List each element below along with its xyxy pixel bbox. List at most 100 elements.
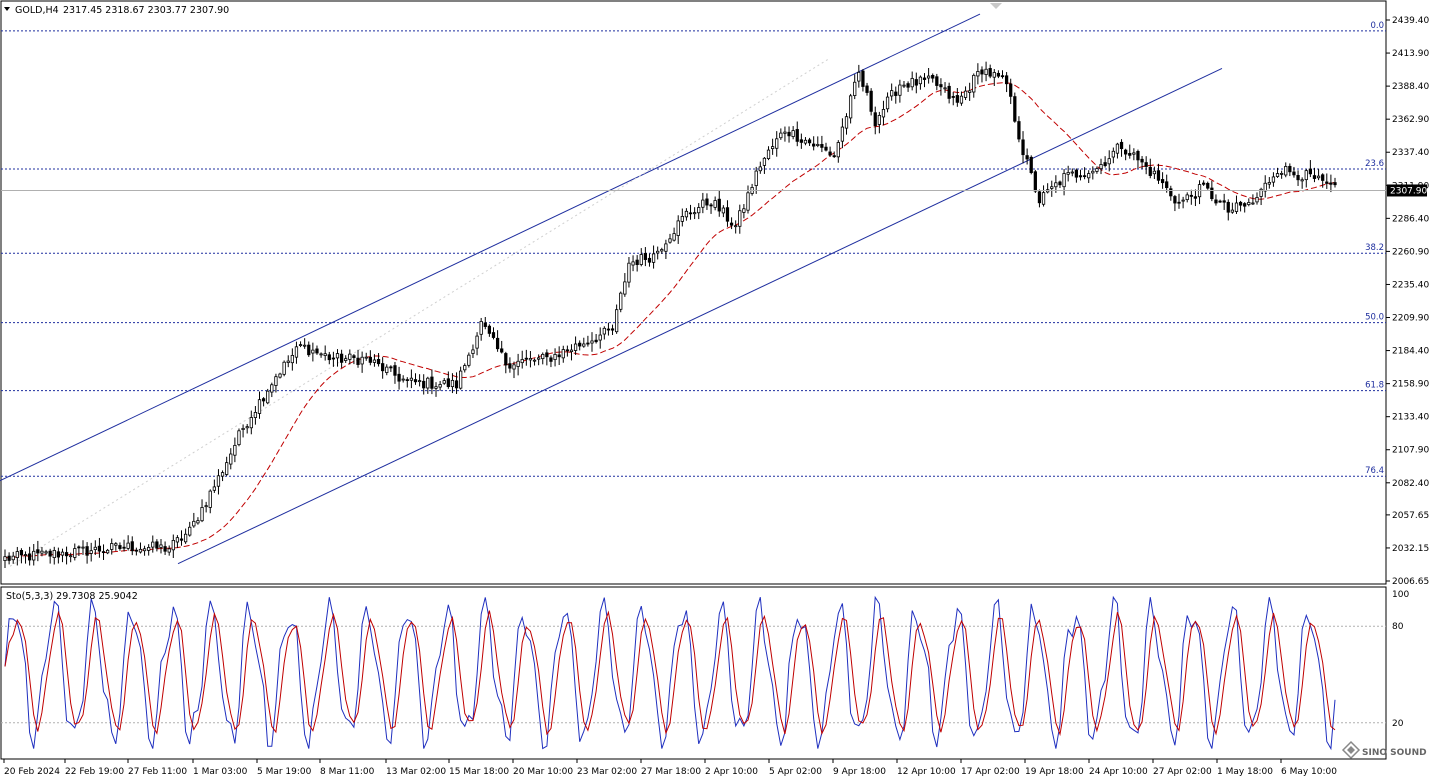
candle-body: [865, 85, 869, 93]
candle-body: [619, 292, 623, 310]
candle-body: [233, 444, 237, 456]
candle-body: [1054, 182, 1058, 188]
candle-body: [651, 253, 656, 263]
candle-body: [1009, 83, 1013, 97]
candle-body: [196, 520, 200, 524]
candle-body: [1263, 182, 1267, 192]
candle-body: [549, 357, 553, 362]
candle-body: [167, 548, 171, 553]
stoch-main-line: [4, 595, 1336, 751]
x-tick-label: 8 Mar 11:00: [320, 767, 375, 777]
candle-body: [376, 359, 381, 365]
candle-body: [1144, 162, 1148, 167]
candle-body: [1181, 199, 1185, 202]
candle-body: [1095, 168, 1099, 172]
candle-body: [459, 370, 463, 389]
candle-body: [1066, 172, 1070, 175]
candle-body: [1292, 171, 1296, 176]
x-tick-label: 27 Feb 11:00: [128, 767, 187, 777]
candle-body: [471, 349, 475, 354]
chart-shift-marker-icon[interactable]: [990, 3, 1002, 9]
candle-body: [721, 207, 725, 214]
fib-level-label: 23.6: [1365, 159, 1384, 169]
candle-body: [1210, 187, 1214, 200]
candle-body: [791, 130, 795, 137]
candle-body: [323, 353, 327, 356]
candle-body: [237, 430, 241, 446]
candle-body: [32, 550, 36, 561]
fibonacci-levels: 0.0 23.6 38.2 50.0 61.8 76.4: [1, 21, 1386, 477]
candle-body: [298, 344, 303, 346]
candle-body: [746, 192, 750, 211]
candle-body: [356, 357, 360, 365]
candle-body: [1222, 200, 1226, 203]
candle-body: [943, 87, 947, 90]
candle-body: [77, 546, 81, 549]
candle-body: [582, 343, 586, 347]
candle-body: [1206, 182, 1210, 189]
candle-body: [537, 357, 541, 360]
candle-body: [697, 207, 701, 214]
x-tick-label: 1 Mar 03:00: [193, 767, 248, 777]
candle-body: [516, 360, 520, 367]
candle-body: [1041, 192, 1046, 205]
candle-body: [807, 139, 812, 144]
y-tick-label: 2439.40: [1392, 16, 1429, 26]
x-tick-label: 24 Apr 10:00: [1089, 767, 1148, 777]
candle-body: [270, 384, 274, 393]
candle-body: [955, 95, 959, 103]
x-tick-label: 27 Mar 18:00: [641, 767, 701, 777]
candle-body: [446, 378, 450, 387]
candle-body: [684, 210, 689, 218]
candle-body: [434, 386, 438, 389]
candle-body: [192, 520, 196, 527]
candle-body: [885, 96, 890, 110]
candle-body: [1284, 166, 1288, 176]
candle-body: [754, 170, 758, 186]
candle-body: [980, 69, 984, 75]
candle-body: [381, 363, 385, 372]
symbol-menu-icon[interactable]: [4, 7, 10, 11]
candle-body: [327, 354, 331, 361]
candle-body: [729, 222, 734, 226]
candle-body: [282, 361, 286, 375]
y-tick-label: 2032.15: [1392, 544, 1429, 554]
candle-body: [364, 356, 368, 359]
candle-body: [1033, 171, 1037, 192]
candle-body: [557, 354, 561, 358]
candle-body: [1156, 170, 1161, 181]
candle-body: [307, 344, 311, 356]
candle-body: [393, 365, 397, 376]
y-tick-label: 2235.40: [1392, 280, 1429, 290]
candle-body: [426, 377, 430, 389]
candle-body: [1017, 121, 1021, 140]
candle-body: [249, 417, 253, 429]
candle-body: [1160, 179, 1165, 184]
candle-body: [561, 349, 565, 359]
candle-body: [212, 486, 216, 491]
candle-body: [902, 84, 906, 87]
stoch-signal-line: [4, 610, 1336, 737]
candle-body: [541, 353, 545, 360]
candle-body: [857, 71, 861, 82]
x-tick-label: 19 Apr 18:00: [1025, 767, 1084, 777]
candle-body: [315, 348, 319, 354]
y-tick-label: 2260.90: [1392, 247, 1429, 257]
main-pane-frame: [0, 0, 1387, 585]
candle-body: [430, 376, 434, 389]
candle-body: [972, 74, 976, 93]
candle-body: [360, 356, 364, 365]
watermark-logo: SINO SOUND: [1341, 740, 1427, 760]
candle-body: [1193, 196, 1198, 199]
candle-body: [413, 379, 418, 383]
candle-body: [553, 354, 557, 360]
candle-body: [1280, 172, 1284, 175]
candle-body: [1029, 156, 1033, 173]
candle-body: [159, 544, 163, 548]
y-tick-label: 2388.40: [1392, 82, 1429, 92]
candle-body: [799, 139, 803, 143]
candle-body: [1013, 96, 1017, 122]
candle-body: [996, 72, 1001, 77]
candle-body: [1271, 176, 1276, 183]
candle-body: [1025, 155, 1029, 160]
